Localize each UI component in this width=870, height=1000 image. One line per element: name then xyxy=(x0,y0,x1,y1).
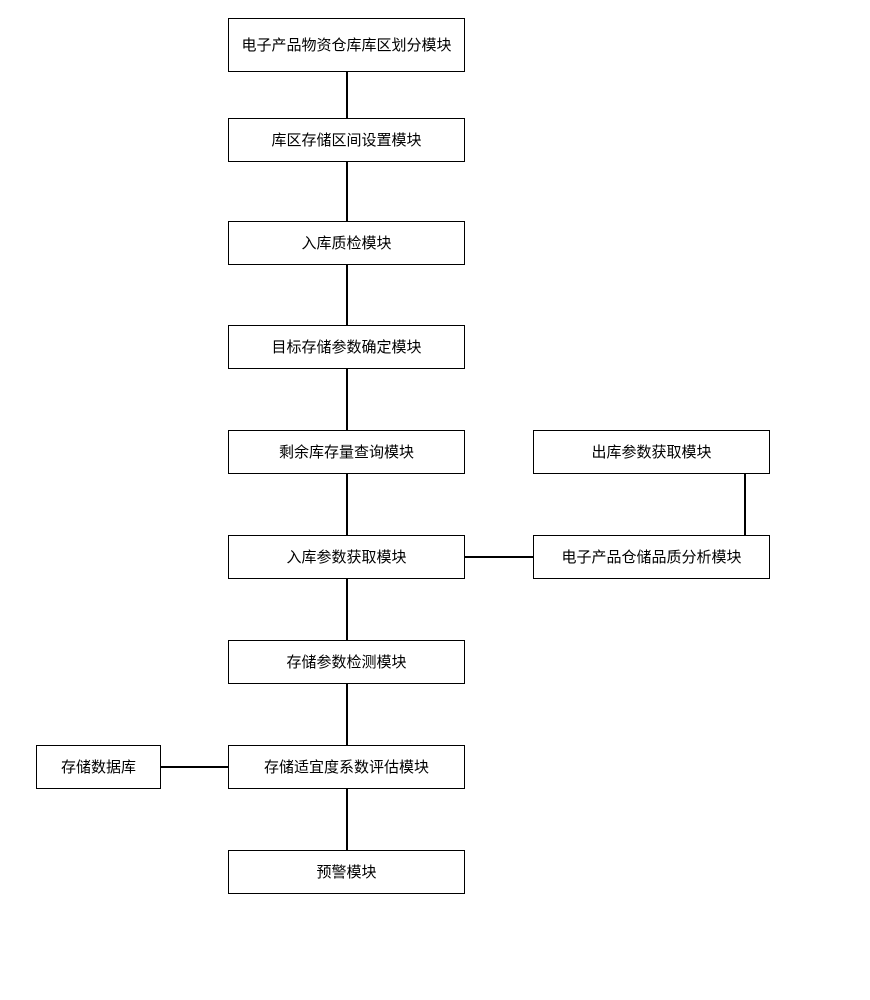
node-inbound-quality-check: 入库质检模块 xyxy=(228,221,465,265)
node-inbound-params-fetch: 入库参数获取模块 xyxy=(228,535,465,579)
connector-line xyxy=(465,556,533,558)
node-storage-suitability-evaluation: 存储适宜度系数评估模块 xyxy=(228,745,465,789)
node-zone-storage-range-setup: 库区存储区间设置模块 xyxy=(228,118,465,162)
connector-line xyxy=(346,474,348,535)
connector-line xyxy=(346,789,348,850)
connector-line xyxy=(346,684,348,745)
connector-line xyxy=(346,72,348,118)
node-remaining-inventory-query: 剩余库存量查询模块 xyxy=(228,430,465,474)
node-storage-params-detection: 存储参数检测模块 xyxy=(228,640,465,684)
connector-line xyxy=(346,265,348,325)
node-storage-database: 存储数据库 xyxy=(36,745,161,789)
connector-line xyxy=(161,766,228,768)
node-product-storage-quality-analysis: 电子产品仓储品质分析模块 xyxy=(533,535,770,579)
node-target-storage-params: 目标存储参数确定模块 xyxy=(228,325,465,369)
node-alert-module: 预警模块 xyxy=(228,850,465,894)
connector-line xyxy=(346,369,348,430)
connector-line xyxy=(744,474,746,535)
connector-line xyxy=(346,162,348,221)
node-warehouse-zone-division: 电子产品物资仓库库区划分模块 xyxy=(228,18,465,72)
node-outbound-params-fetch: 出库参数获取模块 xyxy=(533,430,770,474)
connector-line xyxy=(346,579,348,640)
